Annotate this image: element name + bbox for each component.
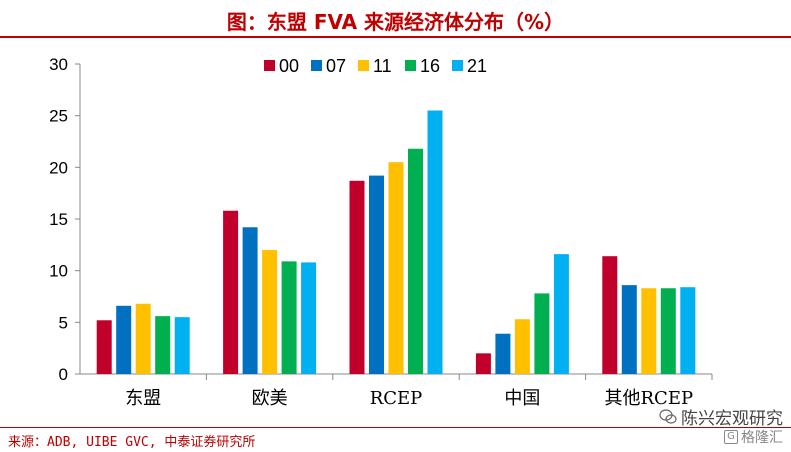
bar-16-0 bbox=[155, 316, 171, 374]
y-tick-label: 20 bbox=[49, 158, 68, 177]
legend-swatch-21 bbox=[452, 60, 463, 71]
bar-00-2 bbox=[349, 180, 365, 374]
title-divider bbox=[0, 36, 791, 38]
bar-21-1 bbox=[301, 262, 317, 374]
bar-11-0 bbox=[135, 303, 151, 374]
bar-07-2 bbox=[369, 175, 384, 374]
bar-21-2 bbox=[427, 110, 443, 374]
x-tick-label: 其他RCEP bbox=[605, 388, 694, 409]
y-tick-label: 10 bbox=[49, 262, 68, 281]
bar-07-1 bbox=[242, 227, 258, 374]
y-tick-label: 0 bbox=[59, 365, 68, 384]
gelonghui-icon: G bbox=[724, 430, 738, 444]
chart-title: 图：东盟 FVA 来源经济体分布（%） bbox=[226, 10, 565, 34]
x-tick-label: 欧美 bbox=[252, 388, 288, 409]
bar-21-3 bbox=[553, 254, 569, 374]
legend-label: 07 bbox=[326, 56, 346, 76]
legend-label: 21 bbox=[467, 56, 487, 76]
watermark-sub-text: 格隆汇 bbox=[741, 430, 783, 446]
bar-chart: 0 5 10 15 20 25 30 东盟 欧美 RCEP 中国 其他RCEP 00 07 11 16 21 bbox=[49, 55, 713, 409]
legend-swatch-11 bbox=[358, 60, 369, 71]
y-tick-label: 5 bbox=[59, 313, 68, 332]
legend-swatch-16 bbox=[405, 60, 416, 71]
x-tick-label: RCEP bbox=[370, 388, 423, 409]
bar-00-3 bbox=[475, 353, 491, 374]
source-note: 来源：ADB, UIBE GVC, 中泰证券研究所 bbox=[8, 435, 256, 450]
bar-16-2 bbox=[408, 148, 423, 374]
legend-swatch-07 bbox=[311, 60, 322, 71]
legend-label: 16 bbox=[420, 56, 440, 76]
y-tick-label: 15 bbox=[49, 210, 68, 229]
bar-11-1 bbox=[262, 250, 278, 374]
y-tick-label: 30 bbox=[49, 55, 68, 74]
bar-00-4 bbox=[602, 256, 618, 374]
bar-11-2 bbox=[388, 162, 404, 374]
legend-swatch-00 bbox=[264, 60, 275, 71]
bar-16-3 bbox=[534, 293, 550, 374]
bar-21-4 bbox=[680, 287, 696, 374]
wechat-icon bbox=[659, 408, 677, 424]
legend-label: 11 bbox=[373, 56, 392, 76]
y-tick-label: 25 bbox=[49, 107, 68, 126]
watermark-text: 陈兴宏观研究 bbox=[681, 409, 783, 429]
title-bar: 图：东盟 FVA 来源经济体分布（%） bbox=[0, 0, 791, 36]
bar-16-4 bbox=[660, 288, 676, 374]
bar-00-1 bbox=[223, 210, 239, 374]
bar-07-4 bbox=[621, 285, 637, 374]
bar-07-0 bbox=[116, 305, 132, 374]
footer-divider bbox=[0, 427, 791, 428]
bar-00-0 bbox=[96, 320, 112, 374]
bar-21-0 bbox=[174, 317, 190, 374]
x-tick-label: 中国 bbox=[504, 388, 540, 409]
bar-11-4 bbox=[641, 288, 657, 374]
bar-16-1 bbox=[281, 261, 297, 374]
bar-11-3 bbox=[514, 319, 530, 374]
watermark-sub: G 格隆汇 bbox=[724, 427, 783, 447]
watermark: 陈兴宏观研究 bbox=[659, 404, 783, 429]
bar-07-3 bbox=[495, 333, 511, 374]
legend-label: 00 bbox=[279, 56, 299, 76]
x-tick-label: 东盟 bbox=[125, 388, 161, 409]
